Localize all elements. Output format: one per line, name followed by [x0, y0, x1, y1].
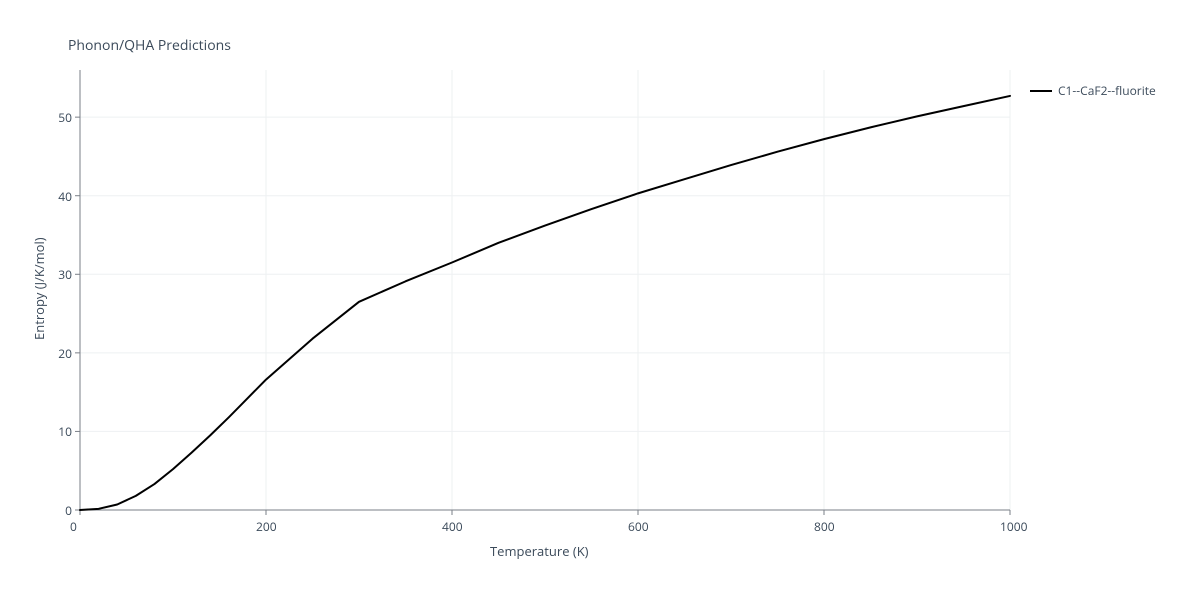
- legend: C1--CaF2--fluorite: [1030, 82, 1156, 99]
- y-axis-label: Entropy (J/K/mol): [30, 237, 48, 340]
- y-tick-label: 10: [42, 423, 72, 440]
- y-tick-label: 20: [42, 345, 72, 362]
- x-tick-label: 1000: [1000, 518, 1027, 535]
- legend-series-label: C1--CaF2--fluorite: [1058, 82, 1156, 99]
- legend-series-line: [1030, 90, 1052, 92]
- y-tick-label: 0: [42, 502, 72, 519]
- x-tick-label: 200: [256, 518, 277, 535]
- x-tick-label: 400: [442, 518, 463, 535]
- x-tick-label: 0: [70, 518, 77, 535]
- y-tick-label: 40: [42, 188, 72, 205]
- x-tick-label: 600: [628, 518, 649, 535]
- y-tick-label: 50: [42, 109, 72, 126]
- x-tick-label: 800: [814, 518, 835, 535]
- x-axis-label: Temperature (K): [490, 542, 589, 560]
- chart-title: Phonon/QHA Predictions: [68, 36, 231, 55]
- y-tick-label: 30: [42, 266, 72, 283]
- chart-plot-area: [70, 60, 1020, 520]
